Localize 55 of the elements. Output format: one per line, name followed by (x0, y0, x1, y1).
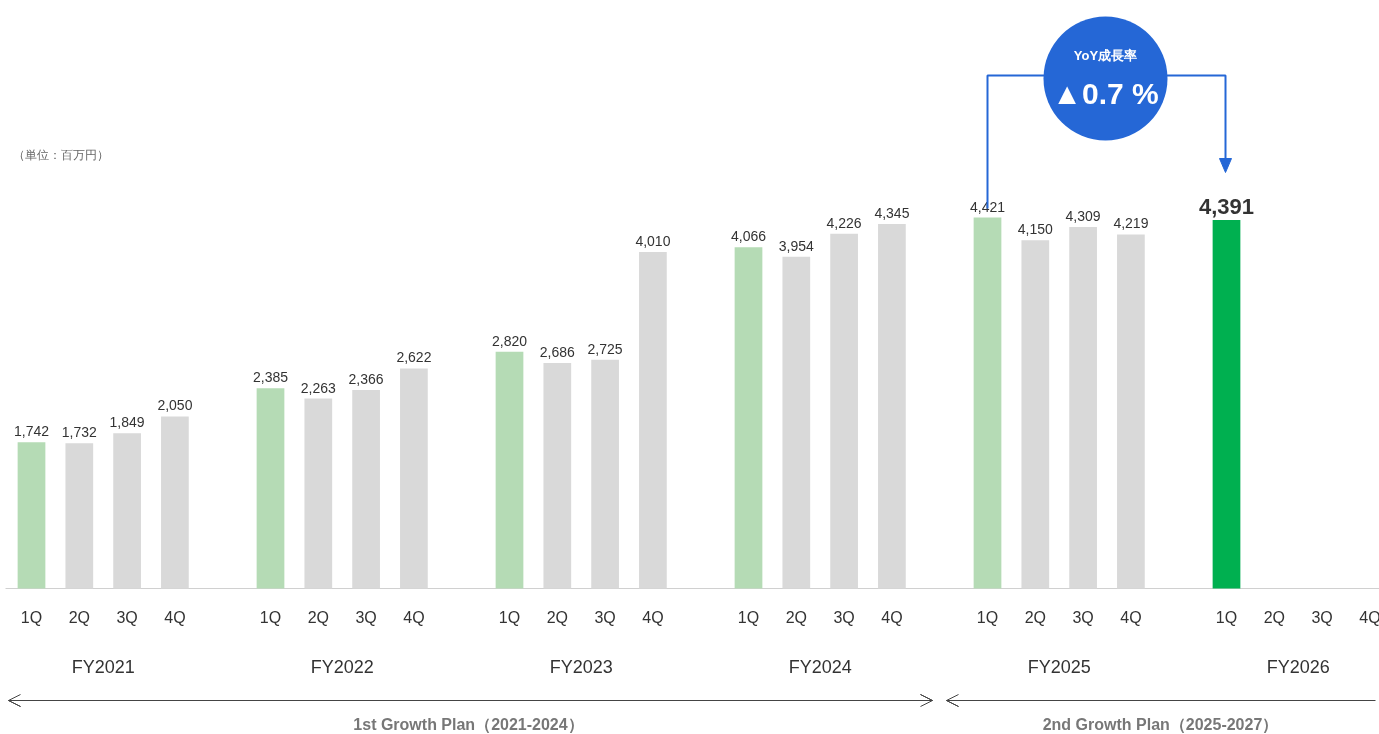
x-tick-label: 3Q (355, 609, 377, 626)
text: YoY成長率 (1073, 48, 1138, 63)
data-label: 2,622 (396, 349, 432, 366)
text: FY2026 (1266, 656, 1330, 677)
data-label: 4,066 (730, 228, 767, 245)
x-tick-label: 4Q (1359, 609, 1379, 626)
data-label: 1,849 (109, 414, 145, 431)
text: FY2025 (1027, 656, 1091, 677)
data-label: 2,263 (300, 379, 337, 396)
x-tick-label: 3Q (833, 609, 855, 626)
data-label: 4,150 (1017, 221, 1054, 238)
x-tick-label: 2Q (546, 609, 568, 626)
x-tick-label: 3Q (116, 609, 138, 626)
text: FY2023 (549, 656, 613, 677)
data-label: 2,725 (587, 340, 623, 357)
x-tick-label: 4Q (164, 609, 186, 626)
x-tick-label: 2Q (1024, 609, 1046, 626)
x-tick-label: 2Q (68, 609, 90, 626)
data-label: 2,050 (157, 397, 193, 414)
data-label: 1,732 (61, 424, 98, 441)
data-label: 1,742 (13, 423, 50, 440)
x-tick-label: 1Q (498, 609, 521, 626)
x-tick-label: 3Q (1072, 609, 1094, 626)
text: （単位：百万円） (12, 147, 109, 162)
x-tick-label: 1Q (1215, 609, 1238, 626)
text: 2nd Growth Plan（2025-2027） (1042, 716, 1279, 734)
data-label: 4,391 (1198, 194, 1255, 220)
x-tick-label: 4Q (881, 609, 903, 626)
text: FY2021 (71, 656, 135, 677)
x-tick-label: 2Q (307, 609, 329, 626)
x-tick-label: 4Q (403, 609, 425, 626)
text: FY2024 (788, 656, 852, 677)
x-tick-label: 1Q (976, 609, 999, 626)
data-label: 2,820 (491, 332, 528, 349)
text: 1st Growth Plan（2021-2024） (353, 716, 584, 734)
data-label: 2,686 (539, 344, 576, 361)
x-tick-label: 4Q (1120, 609, 1142, 626)
x-tick-label: 2Q (1263, 609, 1285, 626)
data-label: 4,010 (635, 232, 671, 249)
x-tick-label: 1Q (737, 609, 760, 626)
x-tick-label: 1Q (20, 609, 43, 626)
data-label: 3,954 (778, 237, 815, 254)
x-tick-label: 2Q (785, 609, 807, 626)
x-tick-label: 3Q (1311, 609, 1333, 626)
data-label: 4,219 (1113, 215, 1149, 232)
data-label: 4,226 (826, 214, 862, 231)
data-label: 4,309 (1065, 207, 1101, 224)
data-label: 4,345 (874, 204, 910, 221)
x-tick-label: 4Q (642, 609, 664, 626)
data-label: 2,385 (252, 369, 289, 386)
data-label: 2,366 (348, 370, 384, 387)
text: ▲0.7 % (1052, 77, 1159, 110)
x-tick-label: 3Q (594, 609, 616, 626)
x-tick-label: 1Q (259, 609, 282, 626)
text: FY2022 (310, 656, 374, 677)
